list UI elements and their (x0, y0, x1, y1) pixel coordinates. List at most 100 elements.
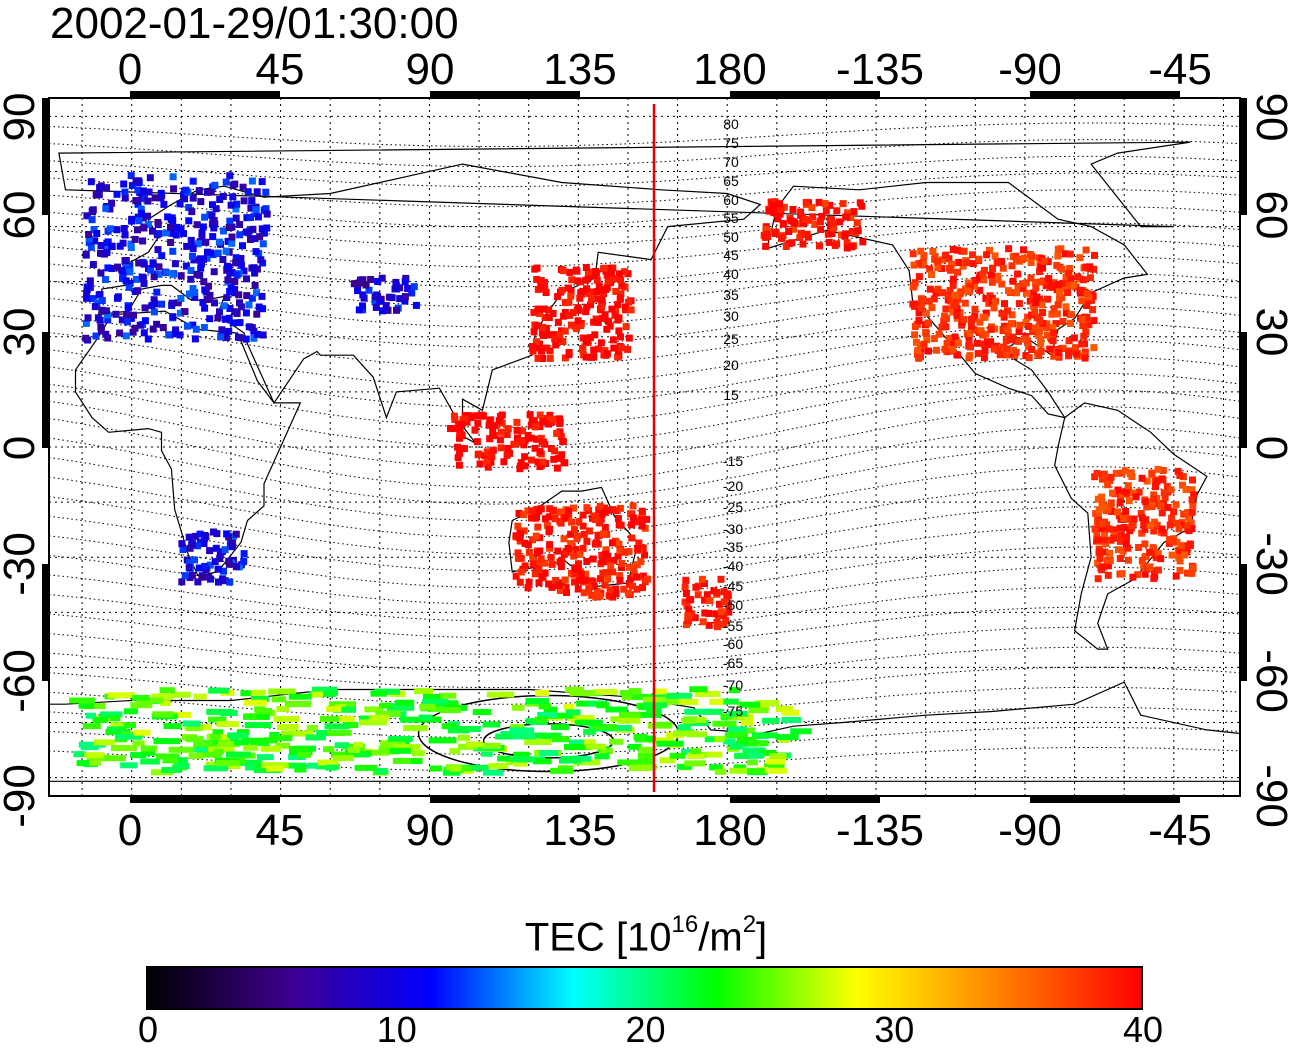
tec-cell (833, 207, 841, 215)
tec-cell (1166, 521, 1174, 529)
tec-cell (518, 437, 526, 445)
tec-cell (250, 334, 258, 342)
tec-cell (1126, 527, 1134, 535)
tec-cell (183, 242, 191, 250)
tec-cell (930, 335, 938, 343)
tec-cell (616, 504, 624, 512)
tec-cell (82, 723, 101, 730)
tec-cell (408, 289, 416, 297)
tec-cell (546, 541, 554, 549)
tec-cell (1039, 264, 1046, 272)
tec-cell (191, 532, 199, 540)
tec-cell (236, 231, 244, 239)
tec-cell (144, 212, 151, 220)
tec-cell (1153, 521, 1161, 529)
tec-cell (1066, 265, 1074, 272)
tec-cell (202, 532, 210, 540)
tec-cell (155, 263, 163, 271)
tec-cell (600, 264, 608, 272)
tec-region (178, 528, 248, 586)
tec-cell (825, 238, 833, 246)
tec-cell (727, 713, 738, 720)
tec-cell (483, 448, 491, 456)
tec-cell (761, 233, 769, 241)
tec-cell (203, 295, 211, 303)
tec-cell (1027, 259, 1035, 266)
tec-cell (114, 263, 121, 271)
tec-cell (228, 233, 236, 241)
tec-cell (567, 530, 575, 538)
tec-region (681, 575, 733, 631)
contour-line (49, 606, 1240, 655)
tec-cell (1028, 346, 1036, 353)
tec-cell (610, 557, 618, 564)
tec-cell (218, 326, 226, 334)
tec-cell (132, 694, 150, 701)
tec-cell (577, 322, 585, 330)
tec-cell (684, 760, 706, 767)
tec-cell (374, 767, 388, 774)
tec-cell (224, 237, 232, 245)
tec-cell (236, 299, 243, 307)
tec-cell (460, 445, 468, 453)
lon-tick-label: 45 (256, 806, 305, 855)
tec-cell (749, 740, 769, 747)
tec-cell (720, 620, 728, 628)
tec-cell (92, 716, 109, 723)
tec-cell (496, 436, 504, 444)
tec-cell (167, 239, 175, 246)
tec-cell (483, 457, 491, 465)
tec-cell (591, 271, 599, 279)
tec-cell (709, 764, 723, 771)
tec-cell (1065, 278, 1073, 286)
tec-cell (600, 530, 607, 538)
tec-cell (932, 289, 940, 297)
tec-cell (1150, 491, 1158, 499)
tec-cell (271, 696, 287, 703)
tec-cell (605, 317, 612, 325)
tec-cell (162, 757, 178, 764)
tec-cell (139, 237, 147, 245)
tec-cell (1124, 515, 1132, 523)
tec-cell (994, 346, 1002, 354)
tec-cell (593, 689, 618, 695)
tec-cell (587, 301, 594, 309)
tec-cell (379, 702, 393, 709)
tec-cell (454, 421, 462, 429)
tec-cell (546, 331, 554, 339)
tec-cell (223, 530, 231, 538)
tec-cell (628, 534, 636, 542)
tec-cell (828, 230, 836, 238)
tec-cell (210, 733, 221, 740)
tec-cell (93, 230, 101, 237)
tec-cell (714, 768, 727, 775)
tec-cell (1008, 311, 1016, 319)
tec-cell (90, 226, 98, 233)
tec-cell (251, 269, 259, 277)
tec-cell (593, 587, 601, 595)
tec-cell (620, 585, 628, 593)
tec-cell (954, 246, 961, 254)
tec-cell (251, 281, 259, 289)
tec-cell (1143, 477, 1151, 485)
tec-cell (196, 751, 223, 758)
tec-cell (1062, 309, 1070, 317)
tec-cell (240, 197, 248, 205)
tec-cell (624, 345, 632, 353)
frame-tick-bar (730, 91, 880, 98)
tec-cell (701, 596, 708, 604)
tec-cell (529, 536, 536, 544)
tec-cell (216, 551, 224, 559)
tec-cell (614, 316, 622, 324)
tec-cell (1032, 284, 1040, 292)
colorbar-title: TEC [1016/m2] (524, 911, 768, 960)
tec-cell (594, 753, 610, 760)
tec-cell (945, 264, 953, 272)
tec-cell (131, 235, 139, 243)
tec-cell (232, 214, 240, 222)
tec-cell (848, 228, 856, 235)
tec-cell (187, 267, 195, 274)
tec-cell (164, 213, 172, 221)
tec-cell (144, 335, 152, 343)
tec-region (350, 274, 420, 315)
